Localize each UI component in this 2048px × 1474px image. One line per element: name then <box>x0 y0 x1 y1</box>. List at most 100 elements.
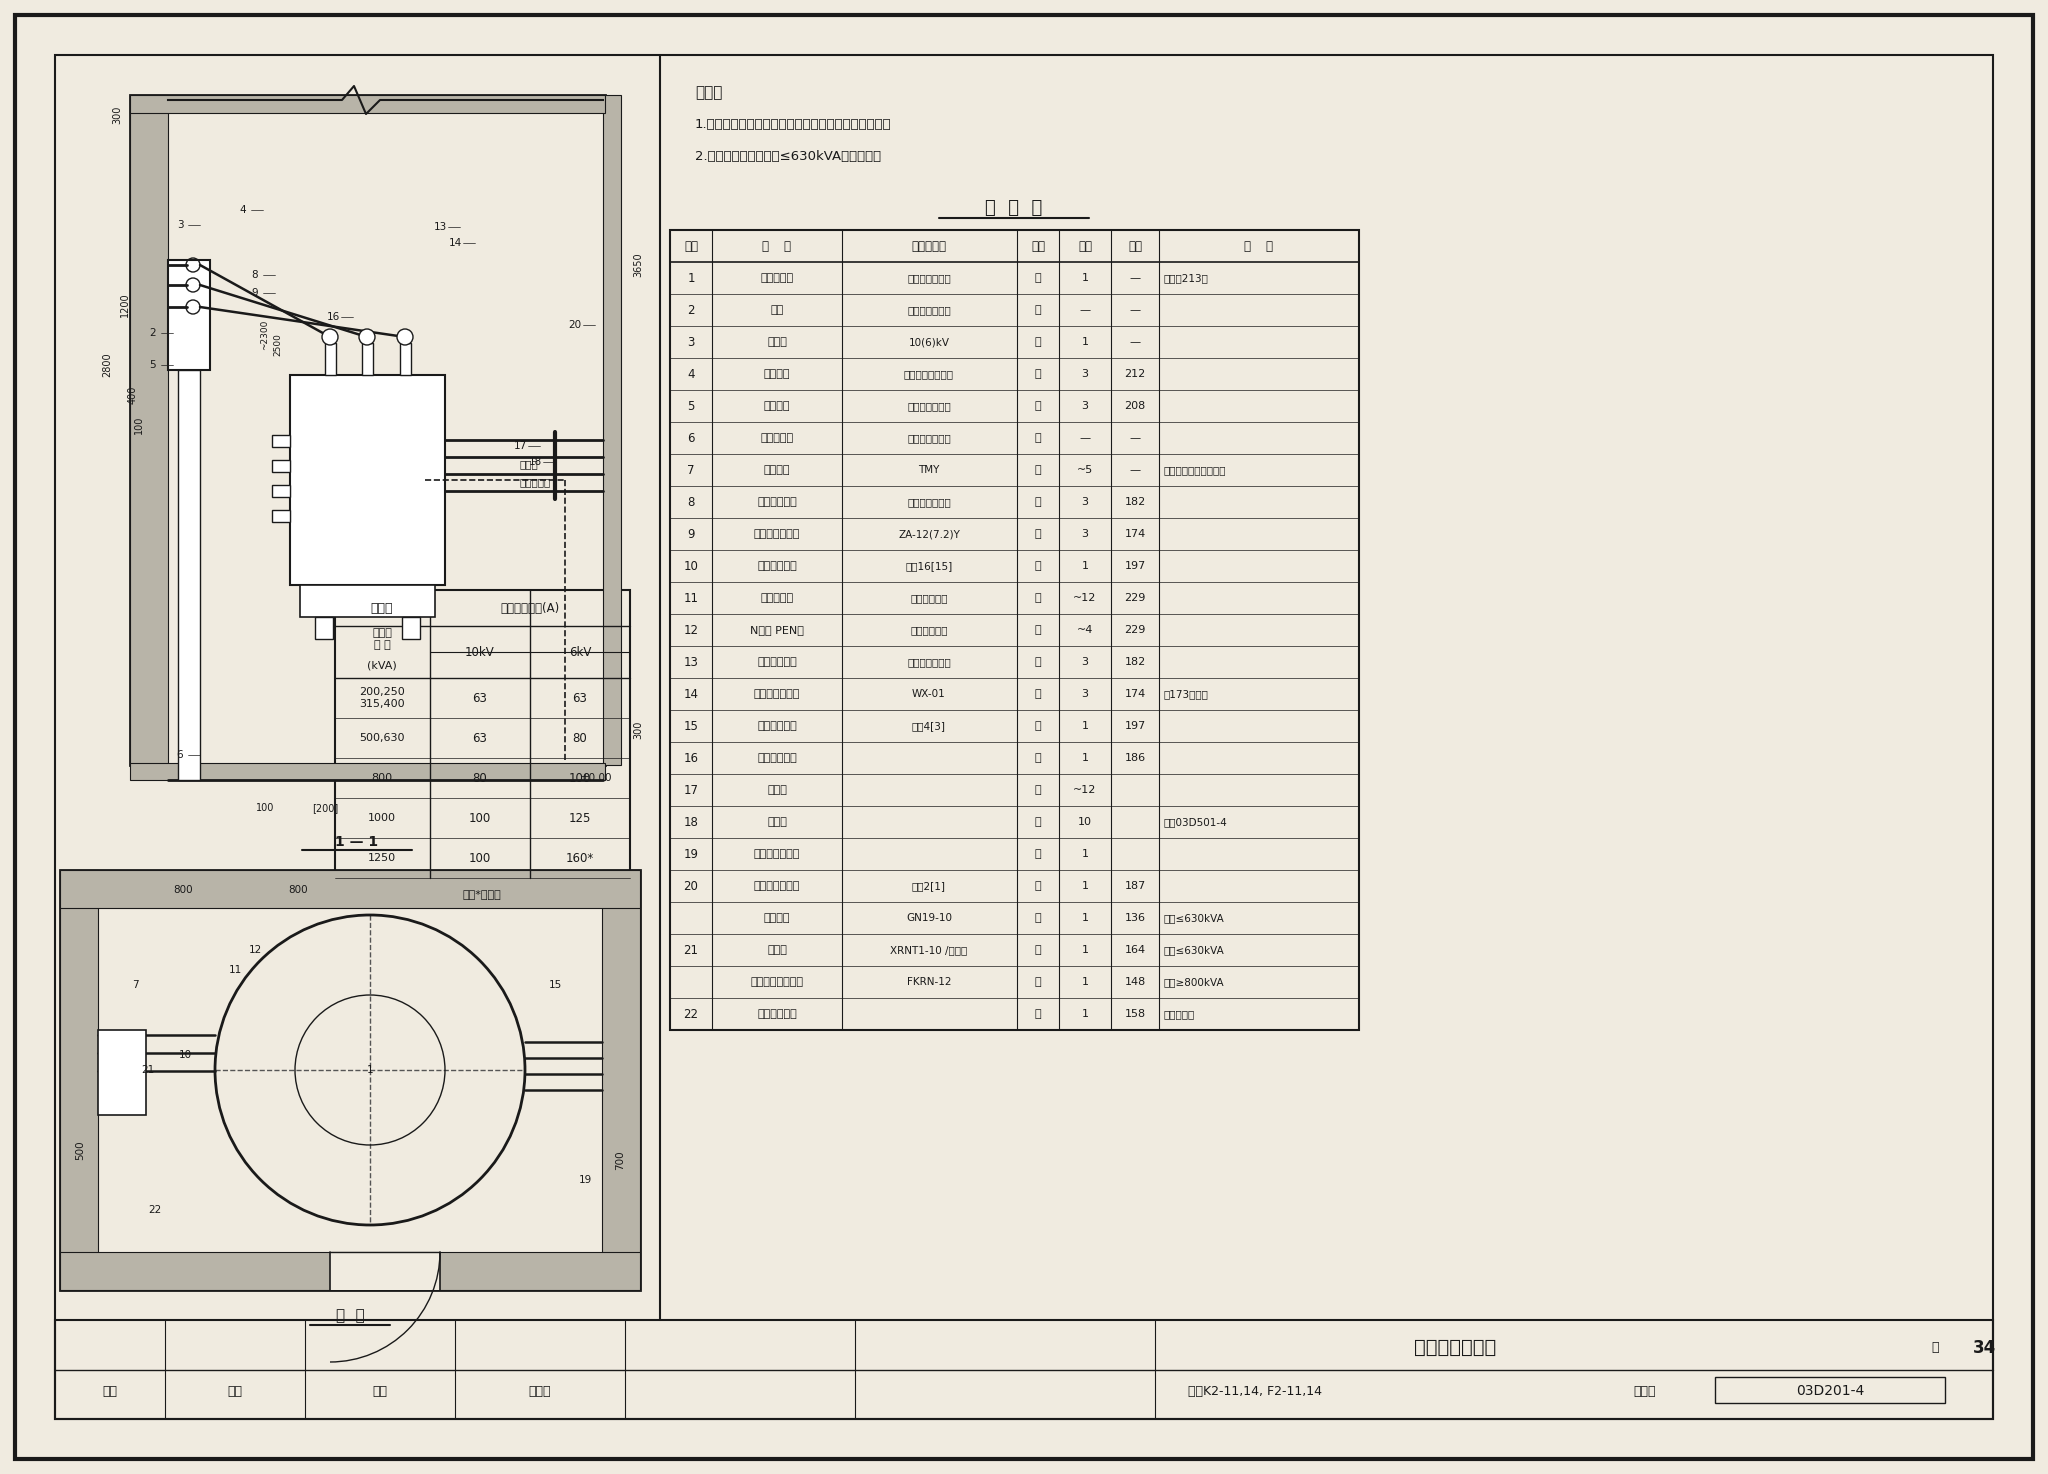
Text: TMY: TMY <box>918 464 940 475</box>
Bar <box>129 94 604 765</box>
Text: 3: 3 <box>1081 529 1087 539</box>
Bar <box>330 1251 440 1290</box>
Text: 63: 63 <box>573 691 588 705</box>
Text: 2.［］内数字用于容量≤630kVA的变压器。: 2.［］内数字用于容量≤630kVA的变压器。 <box>694 150 881 164</box>
Text: 付: 付 <box>1034 657 1040 668</box>
Text: 电车线路绝缘子: 电车线路绝缘子 <box>754 688 801 699</box>
Circle shape <box>397 329 414 345</box>
Text: 100: 100 <box>469 812 492 824</box>
Circle shape <box>358 329 375 345</box>
Text: 6: 6 <box>688 432 694 445</box>
Bar <box>178 370 201 780</box>
Text: 17: 17 <box>684 784 698 796</box>
Text: 1: 1 <box>1081 721 1087 731</box>
Text: 18: 18 <box>528 457 541 467</box>
Text: 197: 197 <box>1124 721 1145 731</box>
Text: 3: 3 <box>1081 497 1087 507</box>
Text: —: — <box>1128 273 1141 283</box>
Text: 为配套产品: 为配套产品 <box>1163 1010 1196 1019</box>
Text: 型号及规格: 型号及规格 <box>911 239 946 252</box>
Text: 按173页装配: 按173页装配 <box>1163 688 1208 699</box>
Bar <box>602 870 639 1290</box>
Text: 300: 300 <box>113 106 123 124</box>
Text: 158: 158 <box>1124 1010 1145 1019</box>
Text: 1: 1 <box>1081 945 1087 955</box>
Text: 12: 12 <box>248 945 262 955</box>
Text: 100: 100 <box>469 852 492 864</box>
Text: 个: 个 <box>1034 401 1040 411</box>
Text: 182: 182 <box>1124 657 1145 668</box>
Text: 1: 1 <box>1081 753 1087 764</box>
Text: ~4: ~4 <box>1077 625 1094 635</box>
Bar <box>401 618 420 640</box>
Text: 个: 个 <box>1034 529 1040 539</box>
Text: 低压母线穿墙板: 低压母线穿墙板 <box>754 881 801 890</box>
Text: 22: 22 <box>684 1008 698 1020</box>
Text: GN19-10: GN19-10 <box>905 912 952 923</box>
Text: 100: 100 <box>256 803 274 814</box>
Text: 付: 付 <box>1034 753 1040 764</box>
Text: 备    注: 备 注 <box>1245 239 1274 252</box>
Text: WX-01: WX-01 <box>911 688 946 699</box>
Bar <box>59 870 639 1290</box>
Text: 至接地装置: 至接地装置 <box>520 478 551 486</box>
Text: 1000: 1000 <box>369 814 395 822</box>
Text: 19: 19 <box>684 848 698 861</box>
Text: 型式16[15]: 型式16[15] <box>905 562 952 570</box>
Text: 接地见213页: 接地见213页 <box>1163 273 1208 283</box>
Bar <box>315 618 334 640</box>
Text: 电缆支架: 电缆支架 <box>764 401 791 411</box>
Text: 7: 7 <box>131 980 139 991</box>
Text: 临时接地接线柱: 临时接地接线柱 <box>754 849 801 859</box>
Text: 8: 8 <box>252 270 258 280</box>
Bar <box>336 590 631 879</box>
Bar <box>59 1251 639 1290</box>
Text: 63: 63 <box>473 731 487 744</box>
Text: ~12: ~12 <box>1073 593 1096 603</box>
Text: 名    称: 名 称 <box>762 239 791 252</box>
Text: 参见03D501-4: 参见03D501-4 <box>1163 817 1227 827</box>
Bar <box>299 585 434 618</box>
Bar <box>129 764 604 780</box>
Bar <box>59 870 639 908</box>
Text: 3: 3 <box>176 220 184 230</box>
Text: 18: 18 <box>684 815 698 828</box>
Text: 13: 13 <box>684 656 698 669</box>
Text: 熔体额定电流(A): 熔体额定电流(A) <box>500 601 559 615</box>
Text: 1200: 1200 <box>121 293 129 317</box>
Text: 2500: 2500 <box>274 333 283 357</box>
Text: 3: 3 <box>688 336 694 348</box>
Text: 1: 1 <box>1081 338 1087 346</box>
Bar <box>326 343 336 374</box>
Bar <box>1714 1377 1946 1403</box>
Text: 明  细  表: 明 细 表 <box>985 199 1042 217</box>
Text: 15: 15 <box>549 980 561 991</box>
Text: 熔断器: 熔断器 <box>768 945 786 955</box>
Bar <box>272 460 291 472</box>
Text: 高压母线支架: 高压母线支架 <box>758 562 797 570</box>
Text: 80: 80 <box>473 771 487 784</box>
Text: 197: 197 <box>1124 562 1145 570</box>
Text: 注：*为双拼: 注：*为双拼 <box>463 889 502 899</box>
Bar <box>291 374 444 585</box>
Text: 按母线截面确定: 按母线截面确定 <box>907 657 950 668</box>
Text: 低压相母线: 低压相母线 <box>760 593 793 603</box>
Text: [200]: [200] <box>311 803 338 814</box>
Bar <box>59 870 98 1290</box>
Text: 22: 22 <box>147 1206 162 1215</box>
Text: 手力摆动机构: 手力摆动机构 <box>758 1010 797 1019</box>
Text: 20: 20 <box>569 320 582 330</box>
Text: 34: 34 <box>1974 1338 1997 1356</box>
Text: 台: 台 <box>1034 912 1040 923</box>
Text: 米: 米 <box>1034 786 1040 794</box>
Text: 800: 800 <box>289 884 307 895</box>
Text: 1: 1 <box>367 1066 373 1075</box>
Text: 由工程设计确定: 由工程设计确定 <box>907 433 950 444</box>
Text: 164: 164 <box>1124 945 1145 955</box>
Text: 10kV: 10kV <box>465 646 496 659</box>
Text: 个: 个 <box>1034 945 1040 955</box>
Text: 2: 2 <box>688 304 694 317</box>
Text: 1: 1 <box>1081 562 1087 570</box>
Text: 9: 9 <box>252 287 258 298</box>
Text: ~12: ~12 <box>1073 786 1096 794</box>
